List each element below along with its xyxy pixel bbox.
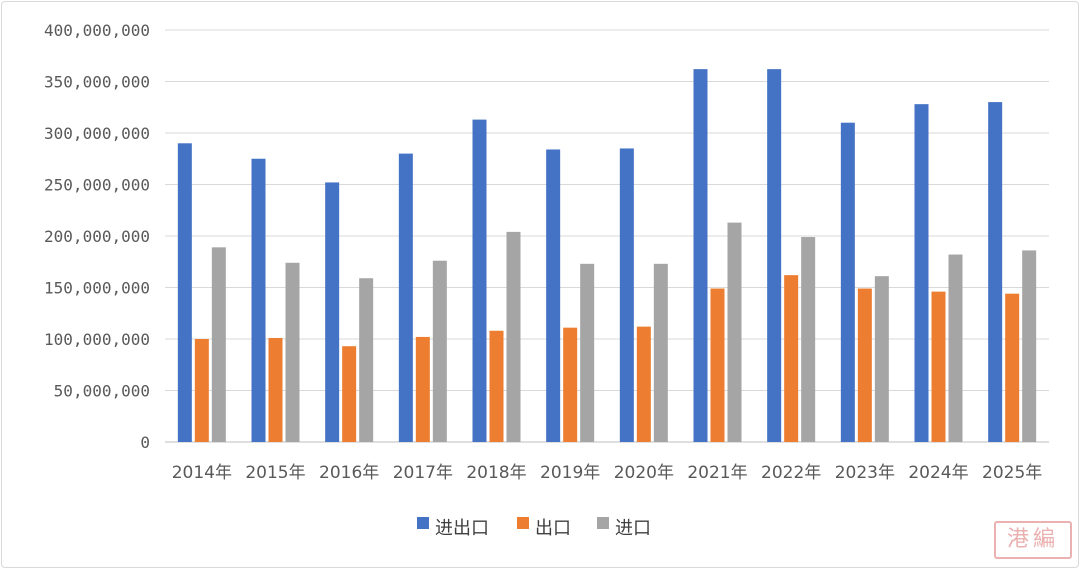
y-tick-label: 100,000,000: [44, 330, 150, 349]
bar-total: [914, 104, 929, 442]
legend-label: 进口: [615, 518, 651, 539]
bar-total: [840, 122, 855, 442]
x-tick-label: 2018年: [466, 463, 526, 483]
bar-import: [653, 263, 668, 442]
bar-total: [546, 149, 561, 443]
bar-import: [874, 276, 889, 442]
legend: 进出口 出口 进口: [417, 517, 651, 539]
bar-export: [268, 337, 283, 442]
y-tick-label: 350,000,000: [44, 73, 150, 92]
bar-export: [857, 288, 872, 442]
bar-total: [619, 148, 634, 442]
bar-total: [693, 69, 708, 442]
bar-import: [285, 262, 300, 442]
bar-export: [784, 275, 799, 442]
bar-export: [563, 327, 578, 442]
bar-total: [177, 143, 192, 443]
y-tick-label: 400,000,000: [44, 21, 150, 40]
x-tick-label: 2015年: [245, 463, 305, 483]
bar-total: [251, 158, 266, 442]
y-tick-label: 50,000,000: [54, 382, 150, 401]
legend-label: 出口: [535, 518, 571, 539]
bar-export: [710, 288, 725, 442]
y-tick-label: 300,000,000: [44, 124, 150, 143]
bar-import: [211, 247, 226, 442]
x-tick-label: 2014年: [172, 463, 232, 483]
bar-export: [1005, 293, 1020, 442]
y-tick-label: 250,000,000: [44, 176, 150, 195]
bar-import: [580, 263, 595, 442]
bars: [177, 69, 1037, 443]
bar-total: [988, 102, 1003, 442]
bar-export: [489, 330, 504, 442]
x-tick-label: 2025年: [982, 463, 1042, 483]
bar-export: [415, 336, 430, 442]
legend-label: 进出口: [435, 518, 489, 539]
bar-total: [325, 182, 340, 442]
x-tick-label: 2023年: [835, 463, 895, 483]
y-tick-label: 200,000,000: [44, 227, 150, 246]
legend-swatch: [597, 517, 609, 529]
bar-export: [636, 326, 651, 442]
y-axis-tick-labels: 0 50,000,000 100,000,000 150,000,000 200,000…: [44, 21, 150, 452]
x-tick-label: 2017年: [393, 463, 453, 483]
seal-stamp-logo: 港編: [994, 521, 1072, 559]
bar-import: [948, 254, 963, 442]
gridlines: [165, 29, 1049, 443]
y-tick-label: 0: [140, 433, 150, 452]
bar-export: [194, 339, 209, 442]
bar-export: [342, 346, 357, 442]
x-tick-label: 2022年: [761, 463, 821, 483]
bar-export: [931, 291, 946, 442]
bar-total: [398, 153, 413, 442]
bar-import: [727, 222, 742, 442]
bar-import: [432, 260, 447, 442]
y-tick-label: 150,000,000: [44, 279, 150, 298]
bar-import: [359, 278, 374, 442]
bar-total: [767, 69, 782, 442]
legend-swatch: [417, 517, 429, 529]
x-tick-label: 2024年: [908, 463, 968, 483]
x-tick-label: 2021年: [687, 463, 747, 483]
x-tick-label: 2016年: [319, 463, 379, 483]
bar-import: [506, 231, 521, 442]
bar-import: [1022, 250, 1037, 442]
bar-import: [801, 237, 816, 442]
legend-swatch: [517, 517, 529, 529]
bar-total: [472, 119, 487, 443]
x-tick-label: 2020年: [614, 463, 674, 483]
x-axis-tick-labels: 2014年 2015年 2016年 2017年 2018年 2019年 2020年 2021年…: [172, 463, 1043, 483]
x-tick-label: 2019年: [540, 463, 600, 483]
